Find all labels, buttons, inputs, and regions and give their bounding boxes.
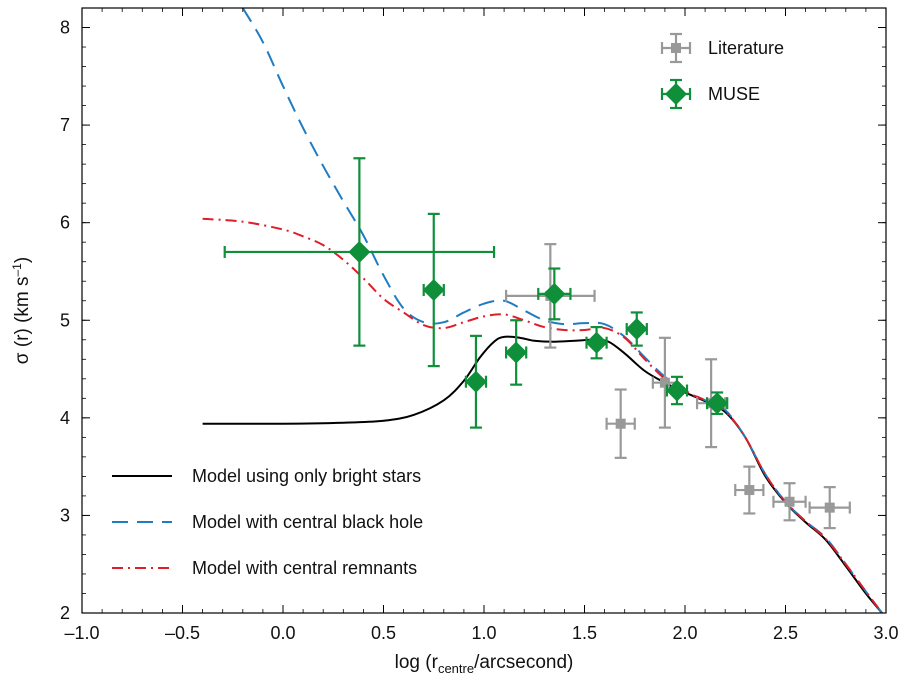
literature-point bbox=[784, 496, 795, 507]
x-tick-label: 0.5 bbox=[371, 623, 396, 643]
y-tick-label: 8 bbox=[60, 18, 70, 38]
legend-label-literature: Literature bbox=[708, 38, 784, 58]
model-with-central-black-hole-line bbox=[241, 8, 883, 613]
legend-marker-literature bbox=[671, 43, 681, 53]
x-tick-label: –0.5 bbox=[165, 623, 200, 643]
muse-series bbox=[223, 157, 729, 429]
y-tick-label: 3 bbox=[60, 505, 70, 525]
literature-point bbox=[744, 485, 755, 496]
y-axis-label: σ (r) (km s–1) bbox=[10, 257, 33, 364]
muse-point bbox=[543, 282, 566, 305]
legend-item-model-using-only-bright-stars: Model using only bright stars bbox=[112, 466, 421, 486]
muse-point bbox=[665, 379, 688, 402]
x-tick-label: 2.0 bbox=[672, 623, 697, 643]
axes-layer: –1.0 –0.5 0.0 0.5 1.0 1.5 2.0 2.5 3.0 2 3 4 5 6 7 8 bbox=[60, 7, 899, 643]
legend-item-model-with-central-remnants: Model with central remnants bbox=[112, 558, 417, 578]
x-tick-label: 1.5 bbox=[572, 623, 597, 643]
muse-point bbox=[585, 331, 608, 354]
literature-point bbox=[824, 502, 835, 513]
legend-label-model-with-central-remnants: Model with central remnants bbox=[192, 558, 417, 578]
literature-point bbox=[615, 418, 626, 429]
model-with-central-remnants-line bbox=[202, 217, 883, 613]
x-axis-label: log (rcentre/arcsecond) bbox=[395, 652, 574, 676]
legend-label-muse: MUSE bbox=[708, 84, 760, 104]
legend-label-model-using-only-bright-stars: Model using only bright stars bbox=[192, 466, 421, 486]
muse-point bbox=[706, 392, 729, 415]
x-tick-label: 0.0 bbox=[270, 623, 295, 643]
literature-series bbox=[505, 243, 851, 530]
y-tick-label: 2 bbox=[60, 603, 70, 623]
literature-point bbox=[659, 377, 670, 388]
x-tick-label: 1.0 bbox=[471, 623, 496, 643]
muse-point bbox=[505, 341, 528, 364]
y-tick-label: 6 bbox=[60, 213, 70, 233]
muse-point bbox=[422, 279, 445, 302]
legend-label-model-with-central-black-hole: Model with central black hole bbox=[192, 512, 423, 532]
x-tick-label: 3.0 bbox=[873, 623, 898, 643]
muse-point bbox=[625, 318, 648, 341]
x-tick-label: 2.5 bbox=[773, 623, 798, 643]
legend-models: Model using only bright stars Model with … bbox=[112, 466, 423, 578]
data-points-layer bbox=[223, 157, 851, 530]
y-tick-label: 4 bbox=[60, 408, 70, 428]
legend-item-muse: MUSE bbox=[660, 78, 760, 110]
literature-errorbar bbox=[808, 486, 851, 530]
legend-item-literature: Literature bbox=[660, 32, 784, 64]
legend-item-model-with-central-black-hole: Model with central black hole bbox=[112, 512, 423, 532]
literature-errorbar bbox=[772, 482, 807, 522]
y-tick-label: 5 bbox=[60, 310, 70, 330]
legend-marker-muse bbox=[665, 83, 687, 105]
muse-point bbox=[464, 370, 487, 393]
y-tick-label: 7 bbox=[60, 115, 70, 135]
x-tick-label: –1.0 bbox=[64, 623, 99, 643]
muse-point bbox=[348, 240, 371, 263]
legend-points: Literature MUSE bbox=[660, 32, 784, 110]
